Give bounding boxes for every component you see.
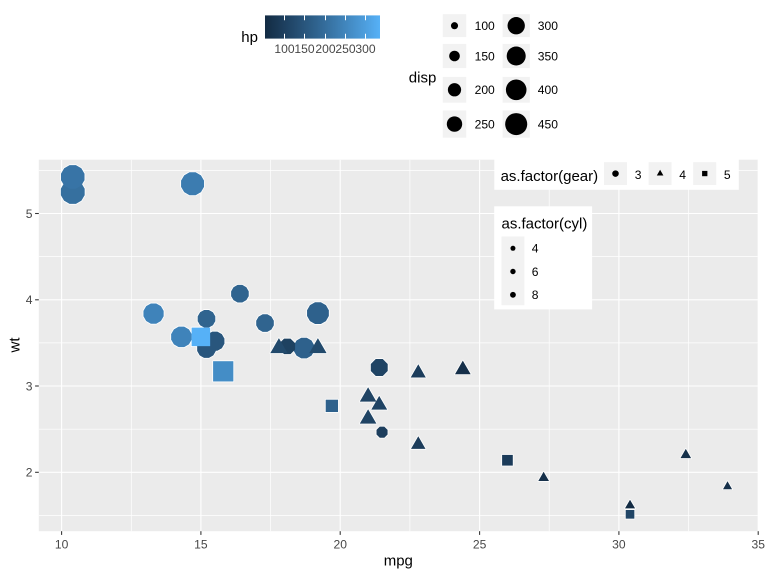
svg-text:250: 250 — [475, 117, 495, 131]
svg-text:2: 2 — [26, 466, 33, 480]
svg-text:300: 300 — [355, 42, 375, 56]
svg-text:30: 30 — [612, 538, 626, 552]
svg-text:hp: hp — [241, 29, 258, 46]
svg-text:250: 250 — [335, 42, 355, 56]
svg-text:300: 300 — [538, 19, 558, 33]
svg-text:25: 25 — [473, 538, 487, 552]
svg-text:20: 20 — [333, 538, 347, 552]
svg-text:3: 3 — [635, 168, 642, 182]
svg-text:35: 35 — [751, 538, 765, 552]
svg-text:100: 100 — [475, 19, 495, 33]
svg-text:disp: disp — [409, 70, 437, 87]
svg-text:200: 200 — [475, 83, 495, 97]
svg-text:8: 8 — [532, 288, 539, 302]
svg-text:200: 200 — [315, 42, 335, 56]
svg-text:as.factor(gear): as.factor(gear) — [501, 168, 599, 185]
svg-text:450: 450 — [538, 117, 558, 131]
svg-text:as.factor(cyl): as.factor(cyl) — [502, 215, 588, 232]
svg-text:100: 100 — [274, 42, 294, 56]
svg-text:5: 5 — [26, 207, 33, 221]
svg-text:400: 400 — [538, 83, 558, 97]
svg-text:4: 4 — [26, 293, 33, 307]
svg-text:5: 5 — [724, 168, 731, 182]
svg-text:6: 6 — [532, 265, 539, 279]
svg-text:4: 4 — [532, 242, 539, 256]
svg-text:wt: wt — [6, 337, 23, 354]
svg-text:4: 4 — [679, 168, 686, 182]
svg-text:150: 150 — [475, 49, 495, 63]
svg-text:350: 350 — [538, 49, 558, 63]
svg-text:mpg: mpg — [384, 553, 413, 570]
svg-text:10: 10 — [55, 538, 69, 552]
svg-text:150: 150 — [294, 42, 314, 56]
svg-text:3: 3 — [26, 379, 33, 393]
svg-text:15: 15 — [194, 538, 208, 552]
